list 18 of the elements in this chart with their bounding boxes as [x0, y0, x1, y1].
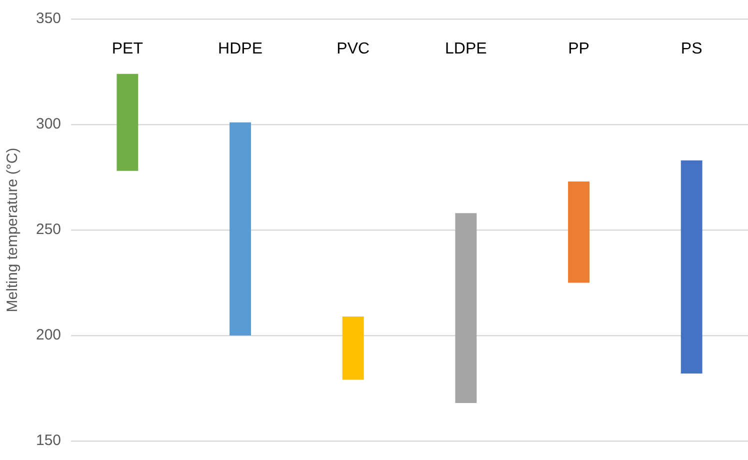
- x-tick-label: LDPE: [445, 40, 487, 58]
- bar: [116, 74, 138, 171]
- y-tick-label: 200: [36, 326, 62, 344]
- x-tick-label: PS: [680, 40, 702, 58]
- x-tick-label: PP: [568, 40, 590, 58]
- x-tick-label: HDPE: [218, 40, 262, 58]
- y-axis-title: Melting temperature (°C): [4, 148, 22, 312]
- y-tick-label: 350: [36, 10, 62, 28]
- bar: [680, 160, 702, 374]
- x-tick-label: PET: [112, 40, 144, 58]
- y-tick-label: 150: [36, 432, 62, 450]
- bar: [230, 122, 251, 336]
- y-tick-label: 250: [36, 221, 62, 238]
- bar: [342, 316, 364, 380]
- bar: [568, 181, 590, 283]
- x-tick-label: PVC: [336, 40, 370, 58]
- bar: [455, 213, 477, 404]
- y-tick-label: 300: [36, 116, 62, 133]
